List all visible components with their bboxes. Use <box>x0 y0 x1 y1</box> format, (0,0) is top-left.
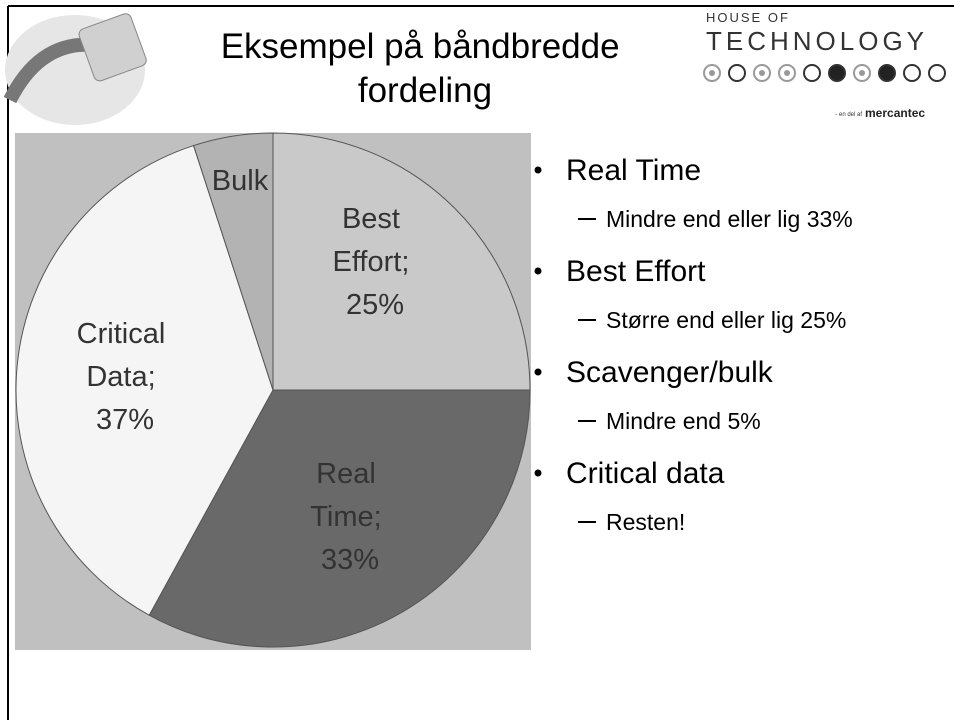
logo-brand: mercantec <box>865 106 925 120</box>
logo-dots <box>704 65 945 81</box>
data-label: Bulk <box>212 165 269 197</box>
bullet-subtext: Mindre end 5% <box>606 408 761 434</box>
bullet-list: Real Time Mindre end eller lig 33% Best Ef… <box>535 154 853 535</box>
logo-dot <box>859 70 865 76</box>
data-label: Real Time; 33% <box>310 458 389 576</box>
bullet-subtext: Mindre end eller lig 33% <box>606 206 853 232</box>
bullet-dot <box>535 369 542 376</box>
bullet-text: Critical data <box>566 457 725 490</box>
bullet-text: Scavenger/bulk <box>566 356 774 389</box>
logo-main: TECHNOLOGY <box>706 26 928 56</box>
logo-dot <box>929 65 945 81</box>
logo: HOUSE OF TECHNOLOGY - en del af mercante… <box>704 10 945 120</box>
pie: Best EffortBest Effort; 25%Real TimeReal… <box>16 133 530 647</box>
logo-dot <box>904 65 920 81</box>
logo-dot <box>729 65 745 81</box>
cable-image <box>5 12 148 125</box>
bullet-dot <box>535 268 542 275</box>
slide-title: Eksempel på båndbredde fordeling <box>221 27 630 110</box>
logo-dot <box>829 65 845 81</box>
bullet-text: Best Effort <box>566 255 706 288</box>
logo-dot <box>709 70 715 76</box>
bullet-dot <box>535 167 542 174</box>
logo-dot <box>804 65 820 81</box>
bullet-subtext: Resten! <box>606 509 685 535</box>
logo-dot <box>759 70 765 76</box>
logo-dot <box>879 65 895 81</box>
logo-top: HOUSE OF <box>706 10 790 25</box>
logo-dot <box>784 70 790 76</box>
slide: Eksempel på båndbredde fordeling HOUSE O… <box>0 0 954 720</box>
bullet-subtext: Større end eller lig 25% <box>606 307 846 333</box>
bullet-text: Real Time <box>566 154 701 187</box>
page: {"slide": {"title": "Eksempel på båndbre… <box>0 0 954 720</box>
logo-sub: - en del af <box>835 112 862 118</box>
bullet-dot <box>535 470 542 477</box>
